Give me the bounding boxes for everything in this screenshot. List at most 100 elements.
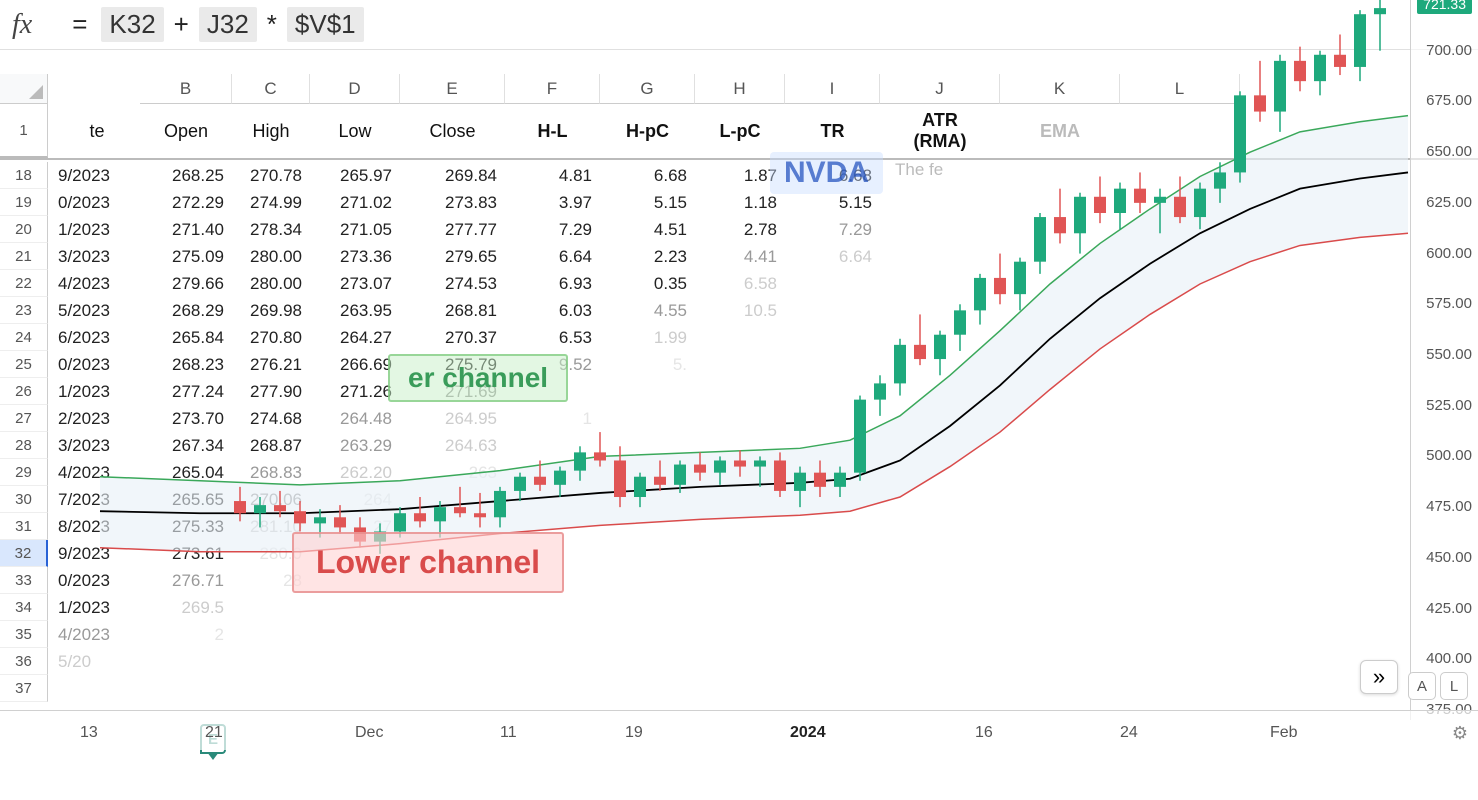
cell-r20-o[interactable]: 271.40 (140, 216, 232, 243)
cell-r27-hl[interactable]: 1 (505, 405, 600, 432)
cell-r22-hpc[interactable]: 0.35 (600, 270, 695, 297)
cell-r21-hl[interactable]: 6.64 (505, 243, 600, 270)
formula-bar[interactable]: fx = K32 + J32 * $V$1 (0, 0, 1478, 50)
mode-l-button[interactable]: L (1440, 672, 1468, 700)
cell-r21-hpc[interactable]: 2.23 (600, 243, 695, 270)
cell-r27-c[interactable]: 264.95 (400, 405, 505, 432)
cell-r20-c[interactable]: 277.77 (400, 216, 505, 243)
cell-r22-l[interactable]: 273.07 (310, 270, 400, 297)
column-header-G[interactable]: G (600, 74, 695, 104)
scroll-right-button[interactable]: » (1360, 660, 1398, 694)
cell-r20-l[interactable]: 271.05 (310, 216, 400, 243)
cell-r18-lpc[interactable]: 1.87 (695, 162, 785, 189)
cell-r20-date[interactable]: 1/2023 (54, 216, 140, 243)
cell-r29-o[interactable]: 265.04 (140, 459, 232, 486)
cell-r32-o[interactable]: 273.61 (140, 540, 232, 567)
cell-r19-hl[interactable]: 3.97 (505, 189, 600, 216)
cell-r21-h[interactable]: 280.00 (232, 243, 310, 270)
row-header-36[interactable]: 36 (0, 648, 48, 675)
cell-r20-lpc[interactable]: 2.78 (695, 216, 785, 243)
row-header-33[interactable]: 33 (0, 567, 48, 594)
cell-r34-date[interactable]: 1/2023 (54, 594, 140, 621)
row-header-25[interactable]: 25 (0, 351, 48, 378)
cell-r28-date[interactable]: 3/2023 (54, 432, 140, 459)
cell-r36-date[interactable]: 5/20 (54, 648, 140, 675)
cell-r31-o[interactable]: 275.33 (140, 513, 232, 540)
cell-r29-date[interactable]: 4/2023 (54, 459, 140, 486)
cell-r19-date[interactable]: 0/2023 (54, 189, 140, 216)
cell-r32-date[interactable]: 9/2023 (54, 540, 140, 567)
cell-r22-lpc[interactable]: 6.58 (695, 270, 785, 297)
cell-r23-hl[interactable]: 6.03 (505, 297, 600, 324)
row-header-26[interactable]: 26 (0, 378, 48, 405)
cell-r24-hpc[interactable]: 1.99 (600, 324, 695, 351)
cell-r28-c[interactable]: 264.63 (400, 432, 505, 459)
cell-r19-o[interactable]: 272.29 (140, 189, 232, 216)
cell-r30-l[interactable]: 264 (310, 486, 400, 513)
cell-r28-o[interactable]: 267.34 (140, 432, 232, 459)
row-header-32[interactable]: 32 (0, 540, 48, 567)
mode-a-button[interactable]: A (1408, 672, 1436, 700)
row-header-1[interactable]: 1 (0, 104, 48, 158)
cell-r24-hl[interactable]: 6.53 (505, 324, 600, 351)
row-header-30[interactable]: 30 (0, 486, 48, 513)
cell-r21-o[interactable]: 275.09 (140, 243, 232, 270)
cell-r29-c[interactable]: 263 (400, 459, 505, 486)
cell-r23-c[interactable]: 268.81 (400, 297, 505, 324)
cell-r30-date[interactable]: 7/2023 (54, 486, 140, 513)
cell-r31-date[interactable]: 8/2023 (54, 513, 140, 540)
row-header-28[interactable]: 28 (0, 432, 48, 459)
cell-r33-date[interactable]: 0/2023 (54, 567, 140, 594)
cell-r19-h[interactable]: 274.99 (232, 189, 310, 216)
cell-r26-c[interactable]: 271.69 (400, 378, 505, 405)
row-header-20[interactable]: 20 (0, 216, 48, 243)
cell-r19-l[interactable]: 271.02 (310, 189, 400, 216)
row-header-35[interactable]: 35 (0, 621, 48, 648)
cell-r26-date[interactable]: 1/2023 (54, 378, 140, 405)
cell-r31-h[interactable]: 281.10 (232, 513, 310, 540)
column-header-D[interactable]: D (310, 74, 400, 104)
cell-r23-lpc[interactable]: 10.5 (695, 297, 785, 324)
cell-r18-date[interactable]: 9/2023 (54, 162, 140, 189)
cell-r21-lpc[interactable]: 4.41 (695, 243, 785, 270)
cell-r24-o[interactable]: 265.84 (140, 324, 232, 351)
cell-r23-o[interactable]: 268.29 (140, 297, 232, 324)
cell-r27-l[interactable]: 264.48 (310, 405, 400, 432)
cell-r33-h[interactable]: 28 (232, 567, 310, 594)
cell-r18-h[interactable]: 270.78 (232, 162, 310, 189)
row-header-21[interactable]: 21 (0, 243, 48, 270)
cell-r35-o[interactable]: 2 (140, 621, 232, 648)
cell-r29-l[interactable]: 262.20 (310, 459, 400, 486)
cell-r20-h[interactable]: 278.34 (232, 216, 310, 243)
cell-r19-lpc[interactable]: 1.18 (695, 189, 785, 216)
cell-r34-o[interactable]: 269.5 (140, 594, 232, 621)
cell-r31-l[interactable]: 27 (310, 513, 400, 540)
cell-r19-hpc[interactable]: 5.15 (600, 189, 695, 216)
cell-r18-c[interactable]: 269.84 (400, 162, 505, 189)
cell-r23-date[interactable]: 5/2023 (54, 297, 140, 324)
cell-r28-l[interactable]: 263.29 (310, 432, 400, 459)
cell-r24-c[interactable]: 270.37 (400, 324, 505, 351)
row-header-22[interactable]: 22 (0, 270, 48, 297)
cell-r26-l[interactable]: 271.26 (310, 378, 400, 405)
cell-r24-h[interactable]: 270.80 (232, 324, 310, 351)
cell-r26-o[interactable]: 277.24 (140, 378, 232, 405)
row-header-18[interactable]: 18 (0, 162, 48, 189)
cell-r22-h[interactable]: 280.00 (232, 270, 310, 297)
cell-r18-hpc[interactable]: 6.68 (600, 162, 695, 189)
column-header-H[interactable]: H (695, 74, 785, 104)
cell-r27-o[interactable]: 273.70 (140, 405, 232, 432)
cell-r20-hl[interactable]: 7.29 (505, 216, 600, 243)
axis-settings-gear-icon[interactable]: ⚙ (1452, 723, 1468, 744)
row-header-27[interactable]: 27 (0, 405, 48, 432)
column-header-B[interactable]: B (140, 74, 232, 104)
cell-r18-o[interactable]: 268.25 (140, 162, 232, 189)
row-header-37[interactable]: 37 (0, 675, 48, 702)
cell-r22-o[interactable]: 279.66 (140, 270, 232, 297)
cell-r26-h[interactable]: 277.90 (232, 378, 310, 405)
cell-r18-tr[interactable]: 6.68 (785, 162, 880, 189)
cell-r23-l[interactable]: 263.95 (310, 297, 400, 324)
cell-r25-date[interactable]: 0/2023 (54, 351, 140, 378)
cell-r19-c[interactable]: 273.83 (400, 189, 505, 216)
cell-r25-l[interactable]: 266.69 (310, 351, 400, 378)
